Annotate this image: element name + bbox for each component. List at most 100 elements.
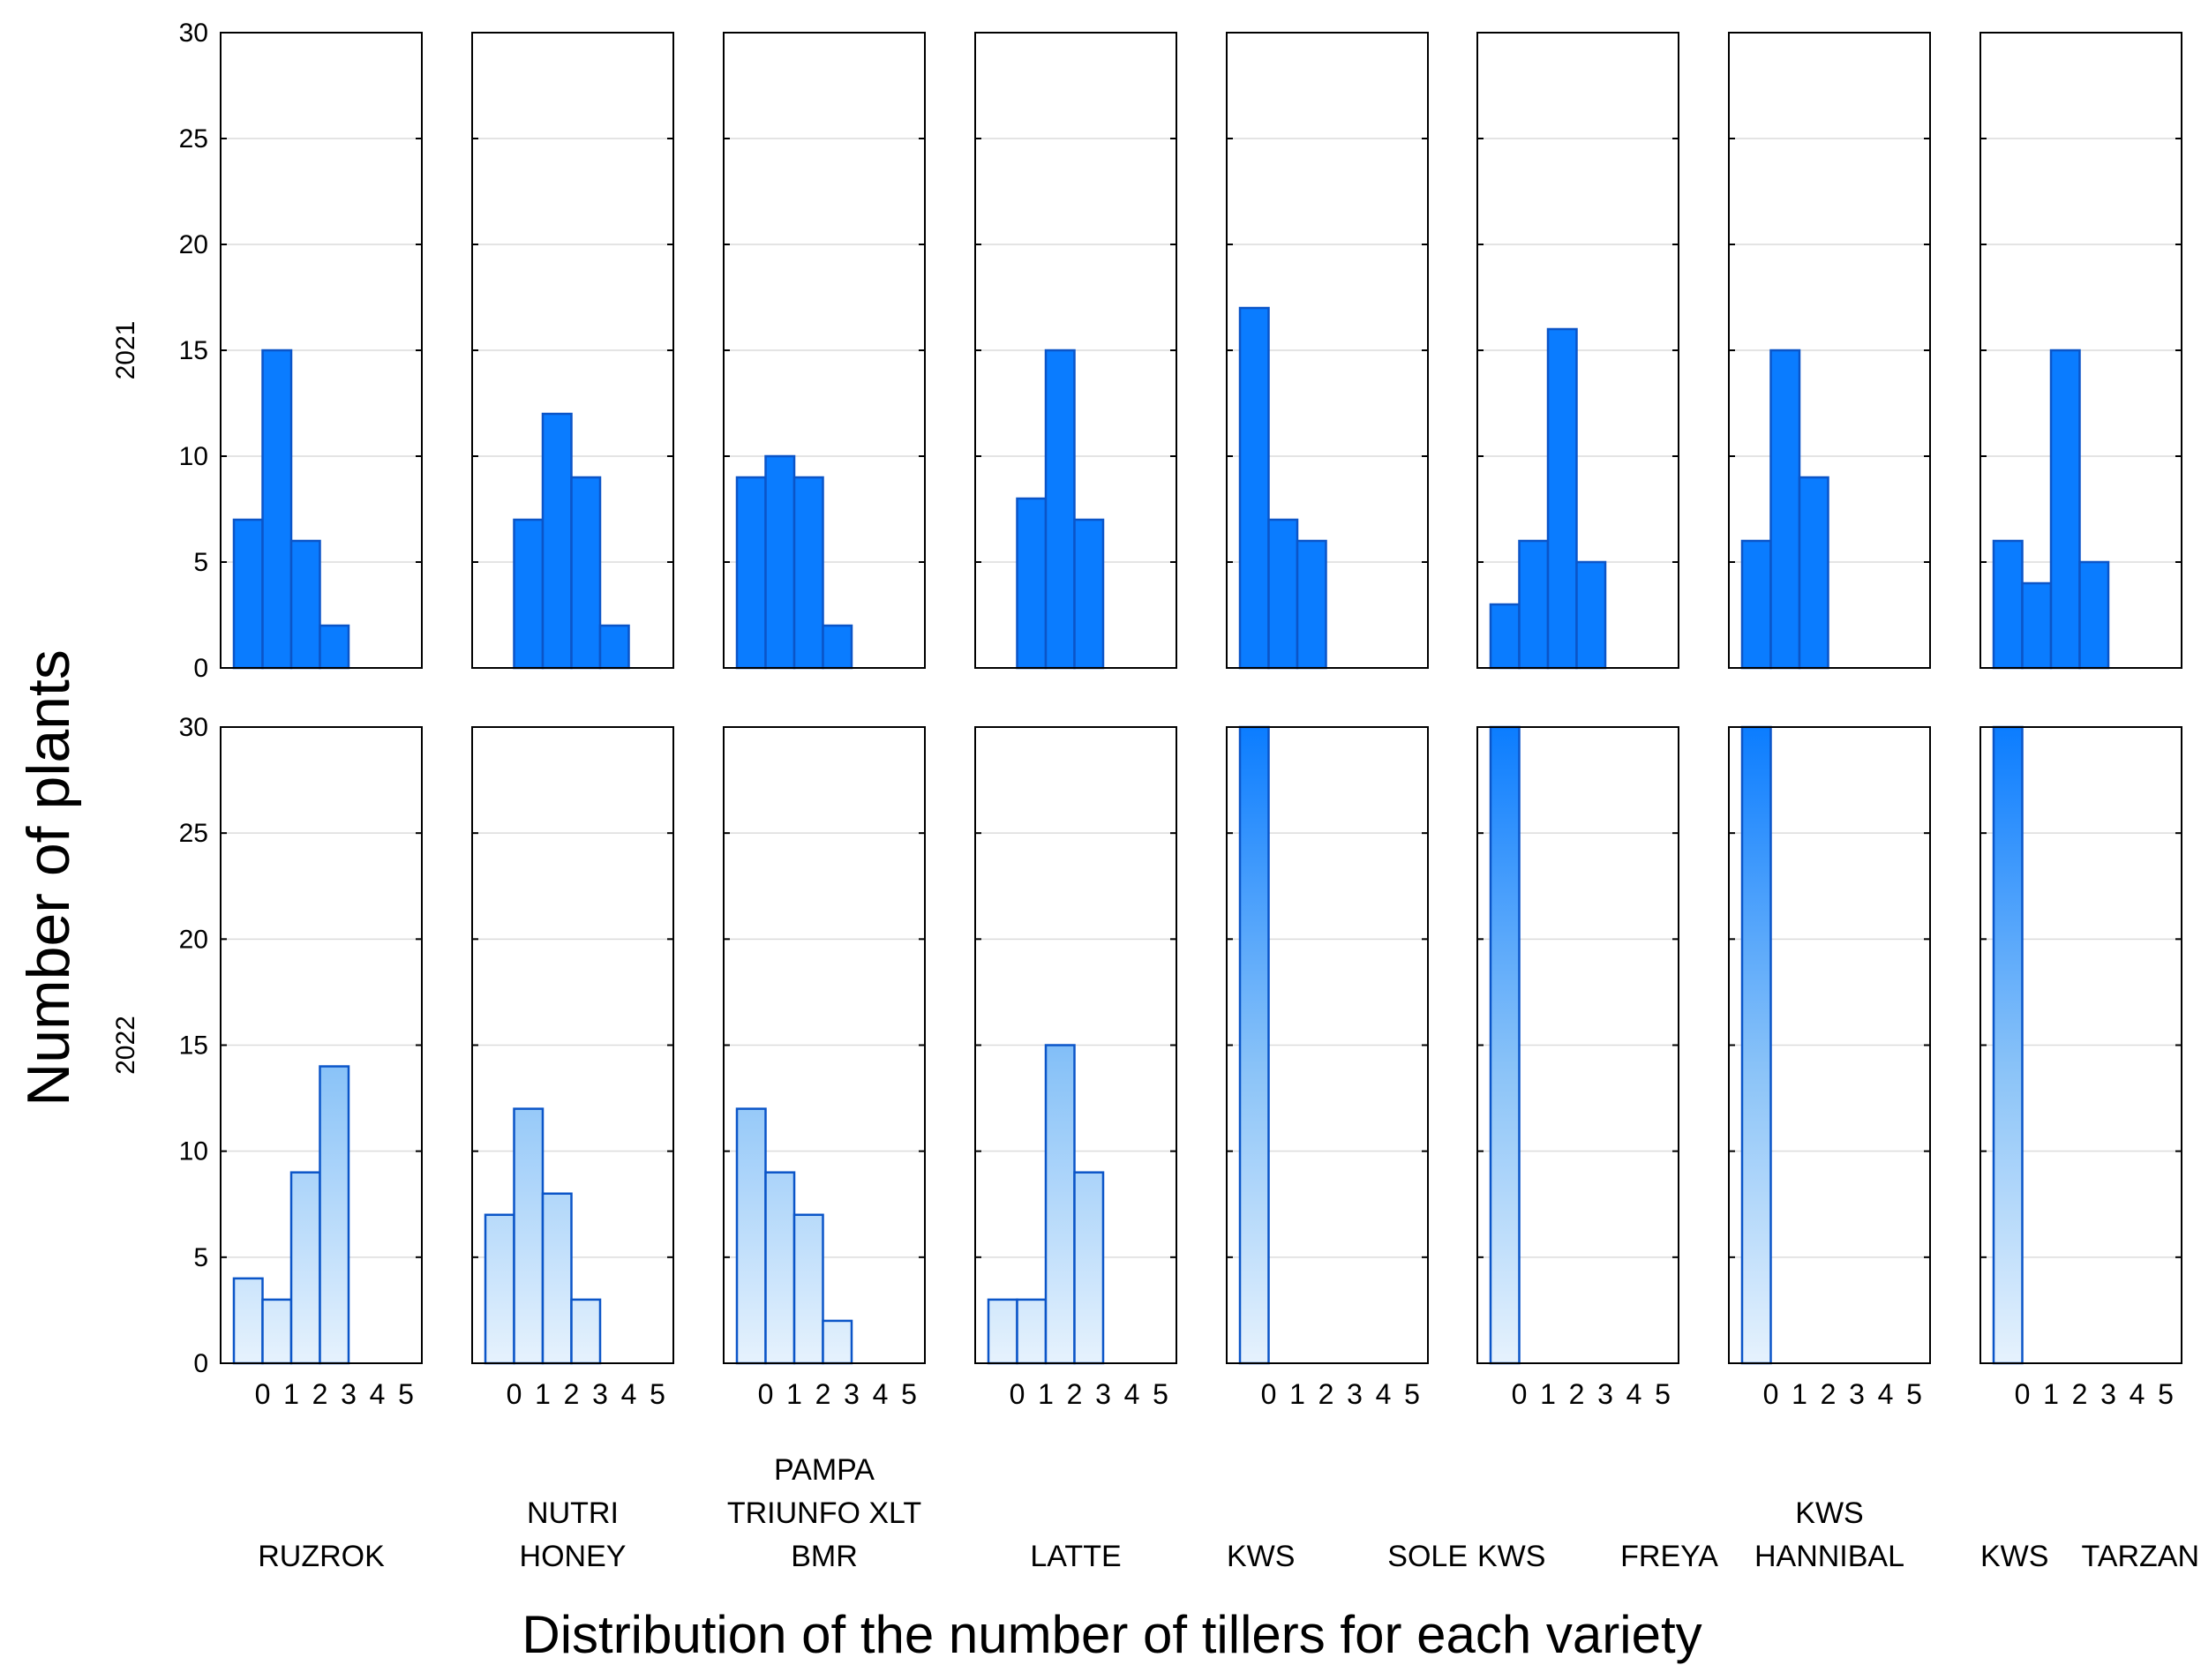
- x-tick-label: 4: [1376, 1378, 1392, 1410]
- x-tick-label: 1: [2043, 1378, 2059, 1410]
- bar: [1575, 560, 1607, 670]
- panel-frame: [1226, 32, 1429, 669]
- y-tick-label: 5: [193, 548, 208, 577]
- bar: [261, 349, 293, 670]
- bar: [1073, 1171, 1105, 1365]
- variety-label-line: TARZAN: [2082, 1540, 2199, 1573]
- y-tick-label: 25: [179, 819, 208, 848]
- x-tick-label: 3: [592, 1378, 608, 1410]
- bar: [1518, 539, 1550, 670]
- variety-label-8: KWS TARZAN: [1980, 1540, 2199, 1573]
- x-tick-label: 0: [1261, 1378, 1277, 1410]
- x-tick-label: 3: [844, 1378, 860, 1410]
- x-tick-label: 4: [2130, 1378, 2145, 1410]
- y-tick-label: 10: [179, 442, 208, 471]
- row-label-2021: 2021: [111, 321, 140, 380]
- bar: [570, 1298, 602, 1365]
- variety-label-7: KWS HANNIBAL: [1754, 1496, 1904, 1573]
- y-axis-title: Number of plants: [15, 649, 82, 1106]
- variety-label-line: FREYA: [1620, 1540, 1718, 1573]
- panel-frame: [1476, 726, 1679, 1364]
- panel-frame: [974, 726, 1177, 1364]
- x-tick-label: 1: [1792, 1378, 1807, 1410]
- x-tick-label: 3: [1347, 1378, 1363, 1410]
- variety-label-line: KWS: [1980, 1540, 2048, 1573]
- x-tick-label: 4: [621, 1378, 637, 1410]
- x-tick-label: 2: [1569, 1378, 1585, 1410]
- variety-label-line: PAMPA: [774, 1453, 875, 1487]
- variety-label-2: NUTRI HONEY: [520, 1496, 627, 1573]
- variety-label-3: PAMPA TRIUNFO XLT BMR: [727, 1453, 921, 1573]
- x-axis-title: Distribution of the number of tillers fo…: [522, 1605, 1701, 1664]
- panel-frame: [1226, 726, 1429, 1364]
- y-tick-label: 20: [179, 925, 208, 954]
- bar: [735, 1107, 767, 1365]
- bar: [2021, 581, 2053, 670]
- bar: [1798, 476, 1829, 670]
- x-tick-label: 5: [1153, 1378, 1168, 1410]
- y-tick-label: 20: [179, 230, 208, 259]
- variety-label-6: KWS FREYA: [1477, 1540, 1718, 1573]
- bar: [1769, 349, 1801, 670]
- bar: [1740, 539, 1772, 670]
- variety-label-line: KWS: [1227, 1540, 1295, 1573]
- panel-2021-5: [1226, 32, 1429, 670]
- x-tick-label: 3: [2100, 1378, 2116, 1410]
- bar: [598, 624, 630, 670]
- x-tick-label: 0: [1512, 1378, 1528, 1410]
- variety-label-line: BMR: [791, 1540, 858, 1573]
- bar: [1740, 725, 1772, 1365]
- panel-2021-1: [220, 32, 423, 670]
- bar: [1238, 725, 1270, 1365]
- x-tick-label: 3: [1597, 1378, 1613, 1410]
- bar: [822, 624, 853, 670]
- x-tick-label: 0: [1010, 1378, 1025, 1410]
- x-tick-label: 2: [564, 1378, 580, 1410]
- bar: [764, 454, 796, 670]
- y-tick-label: 15: [179, 1031, 208, 1061]
- variety-label-4: LATTE: [1030, 1540, 1121, 1573]
- x-tick-label: 2: [2072, 1378, 2088, 1410]
- bar: [2049, 349, 2081, 670]
- x-tick-label: 0: [2015, 1378, 2031, 1410]
- y-tick-label: 5: [193, 1243, 208, 1272]
- variety-label-line: SOLE: [1387, 1540, 1468, 1573]
- bar: [1489, 725, 1521, 1365]
- row-2021: 2021 0 5 10 15 20 25 30: [111, 19, 2182, 683]
- variety-label-line: TRIUNFO XLT: [727, 1496, 921, 1530]
- panel-frame: [471, 726, 674, 1364]
- x-tick-label: 1: [1289, 1378, 1305, 1410]
- bar: [319, 624, 350, 670]
- x-tick-label: 2: [1318, 1378, 1334, 1410]
- panel-frame: [1728, 32, 1931, 669]
- variety-label-line: HANNIBAL: [1754, 1540, 1904, 1573]
- x-tick-label: 4: [370, 1378, 386, 1410]
- row-label-2022: 2022: [111, 1016, 140, 1075]
- x-tick-label: 0: [255, 1378, 271, 1410]
- x-tick-label: 1: [283, 1378, 299, 1410]
- x-tick-label: 5: [1655, 1378, 1671, 1410]
- x-tick-label: 2: [815, 1378, 831, 1410]
- variety-label-line: KWS: [1477, 1540, 1545, 1573]
- panel-frame: [1979, 32, 2182, 669]
- bar: [764, 1171, 796, 1365]
- x-tick-label: 3: [1849, 1378, 1865, 1410]
- y-tick-label: 25: [179, 124, 208, 154]
- panel-2021-2: [471, 32, 674, 670]
- bar: [1044, 349, 1076, 670]
- y-tick-label: 15: [179, 336, 208, 365]
- bar: [793, 1213, 824, 1365]
- panel-2021-8: [1979, 32, 2182, 670]
- x-tick-label: 2: [1067, 1378, 1083, 1410]
- x-tick-label: 4: [1626, 1378, 1642, 1410]
- bar: [822, 1319, 853, 1365]
- bar: [261, 1298, 293, 1365]
- panel-2021-6: [1476, 32, 1679, 670]
- bar: [1073, 518, 1105, 670]
